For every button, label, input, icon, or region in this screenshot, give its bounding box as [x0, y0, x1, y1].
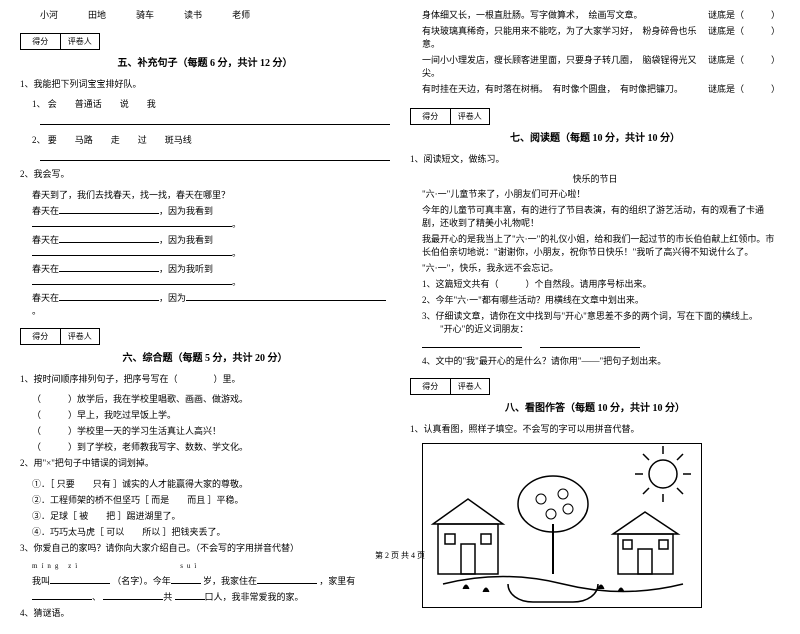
section-8-title: 八、看图作答（每题 10 分，共计 10 分）	[410, 399, 780, 414]
word: 骑车	[136, 8, 154, 21]
spring-line: 春天在，因为我看到。	[20, 233, 390, 259]
order-item: （ ）早上，我吃过早饭上学。	[20, 408, 390, 421]
score-box: 得分 评卷人	[20, 33, 100, 50]
section-7-title: 七、阅读题（每题 10 分，共计 10 分）	[410, 129, 780, 144]
spring-line: 春天在，因为我看到。	[20, 204, 390, 230]
riddle: 身体细又长，一根直肚肠。写字做算术， 绘画写文章。谜底是（ ）	[410, 8, 780, 21]
score-box: 得分 评卷人	[410, 108, 490, 125]
score-box: 得分 评卷人	[20, 328, 100, 345]
passage-title: 快乐的节日	[410, 172, 780, 185]
passage-p: "六·一"儿童节来了，小朋友们可开心啦！	[410, 187, 780, 200]
word: 田地	[88, 8, 106, 21]
reading-q: 3、仔细读文章，请你在文中找到与"开心"意思差不多的两个词，写在下面的横线上。 …	[410, 309, 780, 335]
right-column: 身体细又长，一根直肚肠。写字做算术， 绘画写文章。谜底是（ ） 有块玻璃真稀奇，…	[410, 8, 780, 626]
reading-q: 1、这篇短文共有（ ）个自然段。请用序号标出来。	[410, 277, 780, 290]
riddle: 有时挂在天边，有时落在树梢。 有时像个圆盘， 有时像把镰刀。谜底是（ ）	[410, 82, 780, 95]
spring-line: 春天在，因为我听到。	[20, 262, 390, 288]
grader-label: 评卷人	[61, 34, 100, 49]
picture-box	[422, 443, 702, 608]
cross-item: ①．［ 只要 只有 ］诚实的人才能赢得大家的尊敬。	[20, 477, 390, 490]
answer-line	[40, 149, 390, 161]
q8-1: 1、认真看图，照样子填空。不会写的字可以用拼音代替。	[410, 422, 780, 436]
pinyin-hint: míng zì suì	[20, 561, 390, 571]
word: 小河	[40, 8, 58, 21]
score-label: 得分	[21, 329, 61, 344]
word-list: 小河 田地 骑车 读书 老师	[20, 8, 390, 21]
synonym-blanks	[410, 338, 780, 351]
q5-1: 1、我能把下列词宝宝排好队。	[20, 77, 390, 91]
grader-label: 评卷人	[451, 109, 490, 124]
scene-illustration	[423, 444, 703, 609]
left-column: 小河 田地 骑车 读书 老师 得分 评卷人 五、补充句子（每题 6 分，共计 1…	[20, 8, 390, 626]
passage-p: 今年的儿童节可真丰富，有的进行了节目表演，有的组织了游艺活动，有的观看了卡通剧，…	[410, 203, 780, 229]
section-5-title: 五、补充句子（每题 6 分，共计 12 分）	[20, 54, 390, 69]
reading-q: 2、今年"六·一"都有哪些活动？用横线在文章中划出来。	[410, 293, 780, 306]
q5-2: 2、我会写。	[20, 167, 390, 181]
grader-label: 评卷人	[451, 379, 490, 394]
reading-q: 4、文中的"我"最开心的是什么？请你用"——"把句子划出来。	[410, 354, 780, 367]
word: 老师	[232, 8, 250, 21]
riddle: 一间小小理发店，瘦长顾客进里面，只要身子转几圈， 脑袋锃得光又尖。谜底是（ ）	[410, 53, 780, 79]
word: 读书	[184, 8, 202, 21]
intro-text: 、 共 口人，我非常爱我的家。	[20, 590, 390, 603]
order-item: （ ）到了学校，老师教我写字、数数、学文化。	[20, 440, 390, 453]
cross-item: ④．巧巧太马虎［ 可以 所以 ］把钱夹丢了。	[20, 525, 390, 538]
spring-line: 春天在，因为。	[20, 291, 390, 317]
grader-label: 评卷人	[61, 329, 100, 344]
answer-line	[40, 113, 390, 125]
score-label: 得分	[411, 109, 451, 124]
passage-p: "六·一"，快乐，我永远不会忘记。	[410, 261, 780, 274]
q6-2: 2、用"×"把句子中错误的词划掉。	[20, 456, 390, 470]
intro-text: 我叫 （名字）。今年 岁，我家住在 ，家里有	[20, 574, 390, 587]
score-box: 得分 评卷人	[410, 378, 490, 395]
cross-item: ②．工程师架的桥不但坚巧［ 而是 而且 ］平稳。	[20, 493, 390, 506]
q6-1: 1、按时间顺序排列句子，把序号写在（ ）里。	[20, 372, 390, 386]
order-item: （ ）放学后，我在学校里唱歌、画画、做游戏。	[20, 392, 390, 405]
spring-line: 春天到了，我们去找春天，找一找，春天在哪里？	[20, 188, 390, 201]
cross-item: ③．足球［ 被 把 ］踢进湖里了。	[20, 509, 390, 522]
riddle: 有块玻璃真稀奇，只能用来不能吃，为了大家学习好， 粉身碎骨也乐意。谜底是（ ）	[410, 24, 780, 50]
passage-p: 我最开心的是我当上了"六·一"的礼仪小姐，给和我们一起过节的市长伯伯献上红领巾。…	[410, 232, 780, 258]
score-label: 得分	[411, 379, 451, 394]
section-6-title: 六、综合题（每题 5 分，共计 20 分）	[20, 349, 390, 364]
page-footer: 第 2 页 共 4 页	[0, 550, 800, 561]
q7-1: 1、阅读短文，做练习。	[410, 152, 780, 166]
q5-1a: 1、 会 普通话 说 我	[20, 97, 390, 110]
order-item: （ ）学校里一天的学习生活真让人高兴！	[20, 424, 390, 437]
score-label: 得分	[21, 34, 61, 49]
q5-1b: 2、 要 马路 走 过 斑马线	[20, 133, 390, 146]
q6-4: 4、猜谜语。	[20, 606, 390, 620]
